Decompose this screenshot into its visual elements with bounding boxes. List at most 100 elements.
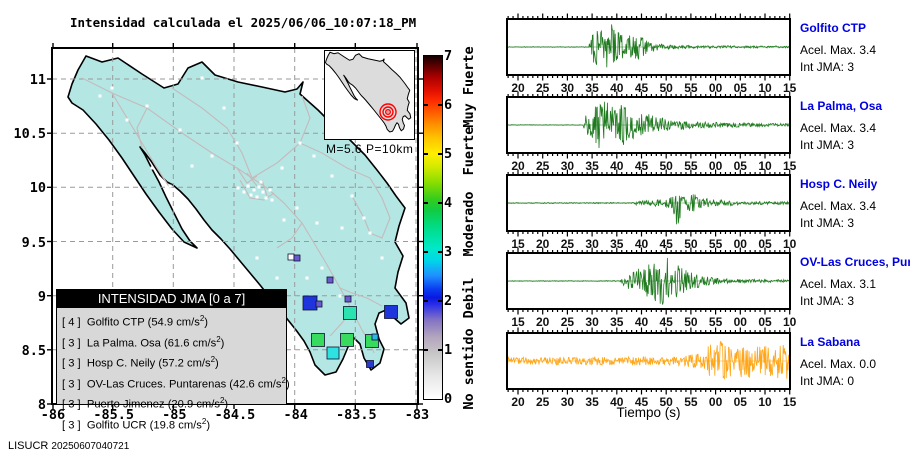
- epicenter-icon: [379, 103, 397, 121]
- time-tick-label: 00: [708, 159, 723, 173]
- time-tick-label: 45: [659, 315, 673, 329]
- colorbar-tick: [424, 104, 428, 106]
- x-axis-tick-label: -85: [162, 407, 187, 423]
- time-tick-label: 40: [634, 237, 649, 251]
- seismogram-tick-labels: 15 20 25 30 35 40 45 50 55 00 05 10: [506, 237, 796, 251]
- station-markers: [287, 253, 398, 368]
- time-tick-label: 55: [684, 395, 698, 409]
- costa-rica-map-svg: [47, 43, 423, 409]
- time-tick-label: 15: [511, 315, 525, 329]
- time-tick-label: 20: [511, 395, 525, 409]
- colorbar-tick: [438, 251, 442, 253]
- time-tick-label: 25: [560, 315, 575, 329]
- colorbar-category-label: Fuerte: [461, 126, 477, 175]
- time-tick-label: 00: [708, 81, 723, 95]
- time-tick-label: 30: [585, 315, 599, 329]
- time-tick-label: 20: [536, 237, 550, 251]
- seismogram-panel: 15 20 25 30 35 40 45 50 55 00 05 10: [506, 168, 796, 254]
- time-tick-label: 10: [783, 315, 797, 329]
- x-axis-title: Tiempo (s): [616, 405, 681, 420]
- colorbar-tick: [438, 349, 442, 351]
- y-axis-tick-label: 8.5: [21, 342, 46, 359]
- colorbar-tick-label: 2: [444, 293, 453, 309]
- colorbar-tick-label: 6: [444, 97, 453, 113]
- seismogram-svg: [506, 169, 791, 237]
- time-tick-label: 30: [560, 81, 575, 95]
- station-intensity-marker: [315, 300, 323, 308]
- seismogram-tick-labels: 15 20 25 30 35 40 45 50 55 00 05 10: [506, 315, 796, 329]
- time-tick-label: 20: [511, 159, 525, 173]
- time-tick-label: 50: [659, 81, 673, 95]
- time-tick-label: 10: [758, 81, 772, 95]
- time-tick-label: 35: [585, 395, 599, 409]
- colorbar-tick: [424, 349, 428, 351]
- colorbar-tick: [438, 300, 442, 302]
- station-intensity-marker: [302, 295, 318, 311]
- time-tick-label: 05: [733, 81, 747, 95]
- time-tick-label: 05: [733, 395, 747, 409]
- seismogram-svg: [506, 91, 791, 159]
- legend-station-row: [ 3 ] Golfito UCR (19.8 cm/s2): [62, 416, 211, 432]
- seismogram-panel: 20 25 30 35 40 45 50 55 00 05 10 15: [506, 90, 796, 176]
- time-tick-label: 35: [585, 81, 599, 95]
- page-title: Intensidad calculada el 2025/06/06_10:07…: [70, 15, 417, 30]
- intensity-map: [47, 43, 423, 409]
- time-tick-label: 10: [758, 159, 772, 173]
- time-tick-label: 50: [684, 237, 698, 251]
- colorbar-tick-label: 4: [444, 195, 453, 211]
- time-tick-label: 45: [634, 81, 649, 95]
- colorbar-category-label: Muy Fuerte: [461, 46, 477, 128]
- colorbar-tick: [424, 202, 428, 204]
- time-tick-label: 15: [783, 81, 797, 95]
- station-intensity-marker: [326, 276, 334, 284]
- legend-station-row: [ 3 ] Puerto Jimenez (20.9 cm/s2): [62, 396, 229, 411]
- station-intensity-marker: [293, 254, 301, 262]
- x-axis-tick-label: -83: [404, 407, 430, 423]
- overview-inset-map: [324, 50, 415, 140]
- time-tick-label: 05: [758, 237, 772, 251]
- legend-station-row: [ 3 ] OV-Las Cruces. Puntarenas (42.6 cm…: [62, 375, 290, 391]
- time-tick-label: 25: [560, 237, 575, 251]
- time-tick-label: 00: [708, 395, 723, 409]
- accel-max-label: Acel. Max. 3.4: [800, 43, 877, 57]
- station-intensity-marker: [384, 305, 398, 319]
- time-tick-label: 15: [783, 159, 797, 173]
- time-tick-label: 50: [659, 395, 673, 409]
- x-axis-tick-label: -84: [283, 407, 308, 423]
- waveform-trace: [508, 24, 789, 68]
- time-tick-label: 35: [610, 237, 624, 251]
- time-tick-label: 15: [783, 395, 797, 409]
- x-axis-tick-label: -85.5: [93, 407, 134, 423]
- time-tick-label: 25: [536, 395, 550, 409]
- accel-max-label: Acel. Max. 0.0: [800, 357, 877, 371]
- run-code: 20250607040721: [51, 441, 130, 452]
- map-axis-ticks: [47, 43, 423, 409]
- station-name-label: La Palma, Osa: [800, 99, 883, 113]
- time-tick-label: 50: [684, 315, 698, 329]
- station-name-label: La Sabana: [800, 335, 861, 349]
- time-tick-label: 35: [610, 315, 624, 329]
- legend-title: INTENSIDAD JMA [0 a 7]: [57, 290, 286, 308]
- time-tick-label: 20: [536, 315, 550, 329]
- colorbar-category-label: Moderado: [461, 191, 477, 257]
- time-tick-label: 30: [560, 159, 575, 173]
- seismogram-svg: [506, 327, 791, 395]
- event-magnitude-depth-label: M=5.6 P=10km: [326, 142, 414, 156]
- time-tick-label: 55: [708, 315, 723, 329]
- seismogram-tick-labels: 20 25 30 35 40 45 50 55 00 05 10 15: [506, 81, 796, 95]
- time-tick-label: 15: [511, 237, 525, 251]
- time-tick-label: 55: [708, 237, 723, 251]
- colorbar-tick: [438, 202, 442, 204]
- seismogram-svg: [506, 13, 791, 81]
- station-intensity-marker: [311, 333, 325, 347]
- waveform-trace: [508, 340, 789, 380]
- seismogram-tick-labels: 20 25 30 35 40 45 50 55 00 05 10 15: [506, 159, 796, 173]
- legend-station-row: [ 4 ] Golfito CTP (54.9 cm/s2): [62, 314, 209, 329]
- agency-label: LISUCR: [8, 440, 49, 452]
- int-jma-label: Int JMA: 3: [800, 60, 855, 74]
- seismogram-tick-labels: 20 25 30 35 40 45 50 55 00 05 10 15: [506, 395, 796, 409]
- colorbar-tick: [424, 153, 428, 155]
- time-tick-label: 45: [659, 237, 673, 251]
- time-tick-label: 25: [536, 81, 550, 95]
